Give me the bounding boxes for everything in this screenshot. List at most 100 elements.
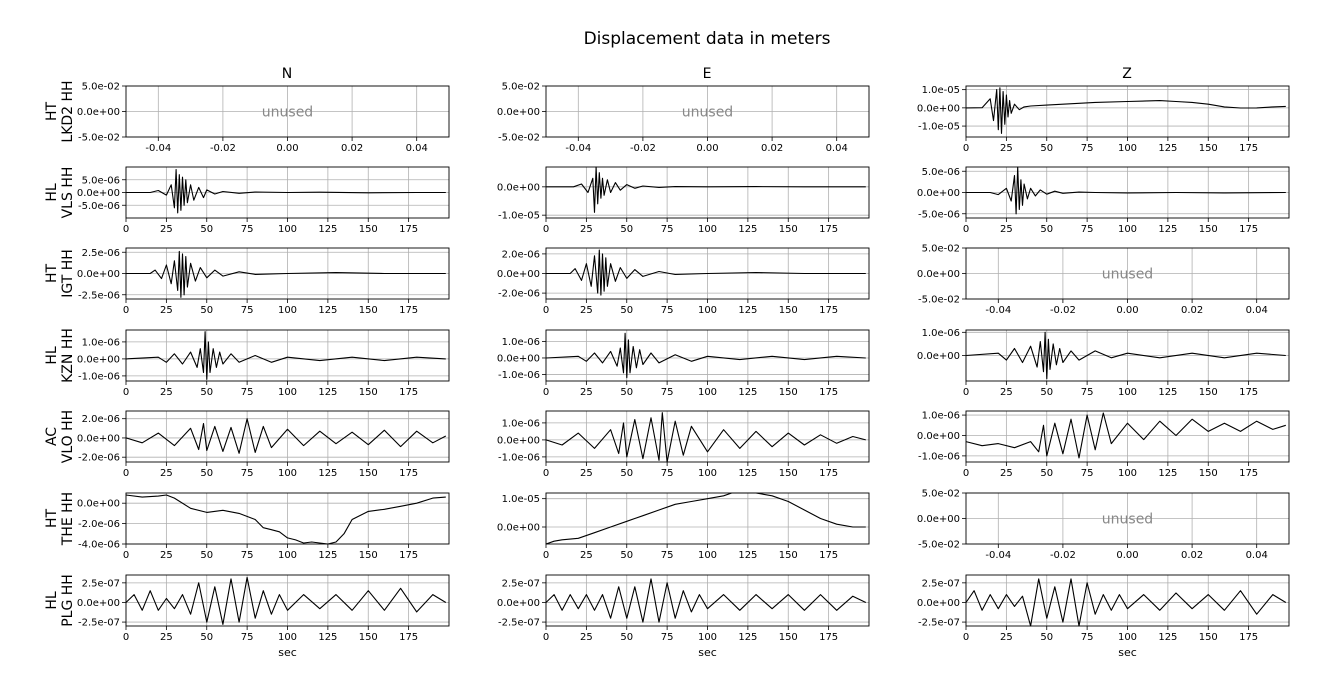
- y-tick-label: 0.0e+00: [77, 107, 120, 118]
- x-tick-label: 100: [1118, 632, 1137, 643]
- y-tick-label: -5.0e-06: [78, 201, 120, 212]
- row-label-station: IGT HH: [60, 249, 76, 298]
- waveform-trace: [965, 87, 1286, 134]
- waveform-trace: [965, 578, 1287, 627]
- y-tick-label: 0.0e+00: [917, 514, 960, 525]
- x-tick-label: 175: [819, 305, 838, 316]
- x-tick-label: 100: [278, 305, 297, 316]
- x-tick-label: 125: [738, 387, 757, 398]
- x-tick-label: 175: [819, 468, 838, 479]
- y-tick-label: 0.0e+00: [917, 598, 960, 609]
- panel-igt-e: 0 25 50 75 100 125 150 175 2.0e-06 0.0e+00 -2.0e-0…: [497, 247, 870, 316]
- y-tick-label: 0.0e+00: [497, 435, 540, 446]
- y-tick-label: 0.0e+00: [497, 269, 540, 280]
- panel-kzn-e: 0 25 50 75 100 125 150 175 1.0e-06 0.0e+00 -1.0e-0…: [497, 329, 870, 398]
- waveform-trace: [545, 492, 866, 545]
- x-tick-label: 175: [1239, 224, 1258, 235]
- x-tick-label: 150: [1199, 468, 1218, 479]
- x-tick-label: 25: [1000, 143, 1013, 154]
- panel-frame: [965, 85, 1290, 138]
- x-tick-label: 75: [661, 224, 674, 235]
- panel-frame: [965, 410, 1290, 463]
- x-tick-label: 125: [738, 632, 757, 643]
- y-tick-label: 1.0e-06: [922, 328, 960, 339]
- row-label-network: HT: [44, 264, 60, 284]
- x-tick-label: 0.00: [276, 143, 298, 154]
- x-tick-label: 50: [200, 305, 213, 316]
- panel-kzn-n: 0 25 50 75 100 125 150 175 1.0e-06 0.0e+00 -1.0e-0…: [77, 329, 450, 398]
- y-tick-label: 2.0e-06: [502, 249, 540, 260]
- x-tick-label: 50: [1040, 468, 1053, 479]
- row-label: HT LKD2 HH: [44, 80, 76, 142]
- x-tick-label: 50: [200, 468, 213, 479]
- x-tick-label: 100: [698, 224, 717, 235]
- x-tick-label: 50: [620, 632, 633, 643]
- panel-frame: [125, 329, 450, 382]
- x-tick-label: 0: [123, 468, 129, 479]
- y-tick-label: 1.0e-05: [922, 85, 960, 96]
- x-tick-label: -0.02: [630, 143, 656, 154]
- column-header-n: N: [282, 66, 292, 82]
- x-tick-label: 50: [1040, 143, 1053, 154]
- panel-frame: [965, 166, 1290, 219]
- panel-vlo-z: 0 25 50 75 100 125 150 175 1.0e-06 0.0e+00 -1.0e-0…: [917, 410, 1290, 479]
- y-tick-label: -2.0e-06: [78, 453, 120, 464]
- x-tick-label: 175: [1239, 632, 1258, 643]
- y-tick-label: 5.0e-02: [922, 489, 960, 500]
- row-label: AC VLO HH: [44, 410, 76, 463]
- waveform-trace: [125, 331, 446, 380]
- x-tick-label: 100: [698, 387, 717, 398]
- y-tick-label: 2.0e-06: [82, 414, 120, 425]
- x-tick-label: 125: [1158, 143, 1177, 154]
- panel-frame: [965, 574, 1290, 627]
- y-tick-label: -1.0e-06: [78, 371, 120, 382]
- x-tick-label: 100: [698, 468, 717, 479]
- y-tick-label: 2.5e-07: [502, 578, 540, 589]
- x-tick-label: 0: [963, 143, 969, 154]
- x-tick-label: 100: [698, 550, 717, 561]
- panel-igt-z: -0.04 -0.02 0.00 0.02 0.04 5.0e-02 0.0e+00 -5.0…: [917, 244, 1290, 316]
- x-tick-label: 0: [543, 224, 549, 235]
- x-tick-label: 75: [661, 468, 674, 479]
- x-tick-label: 50: [200, 387, 213, 398]
- y-tick-label: 2.5e-07: [922, 578, 960, 589]
- waveform-trace: [966, 166, 1286, 215]
- x-tick-label: 100: [278, 550, 297, 561]
- waveform-trace: [965, 331, 1286, 380]
- row-label-station: THE HH: [60, 492, 76, 546]
- waveform-trace: [125, 494, 446, 545]
- x-tick-label: 25: [580, 305, 593, 316]
- unused-label: unused: [1102, 267, 1153, 283]
- x-tick-label: 150: [1199, 143, 1218, 154]
- x-tick-label: 125: [738, 305, 757, 316]
- y-tick-label: 0.0e+00: [917, 269, 960, 280]
- y-tick-label: 1.0e-06: [82, 337, 120, 348]
- y-tick-label: 0.0e+00: [77, 269, 120, 280]
- x-tick-label: 0.02: [1181, 305, 1203, 316]
- y-tick-label: 5.0e-02: [502, 82, 540, 93]
- x-tick-label: 0: [123, 632, 129, 643]
- x-tick-label: 0.04: [826, 143, 848, 154]
- x-tick-label: 175: [1239, 468, 1258, 479]
- panel-lkd2-n: -0.04 -0.02 0.00 0.02 0.04 5.0e-02 0.0e+00 -5.0…: [77, 82, 450, 154]
- waveform-trace: [545, 332, 866, 379]
- row-label-station: VLO HH: [60, 410, 76, 463]
- row-label: HT THE HH: [44, 492, 76, 546]
- y-tick-label: 5.0e-02: [82, 82, 120, 93]
- row-label-network: AC: [44, 427, 60, 446]
- x-tick-label: 100: [278, 468, 297, 479]
- x-tick-label: 150: [779, 468, 798, 479]
- y-tick-label: -5.0e-02: [918, 540, 960, 551]
- x-tick-label: -0.04: [985, 305, 1011, 316]
- y-tick-label: 1.0e-06: [922, 411, 960, 422]
- y-tick-label: 5.0e-02: [922, 244, 960, 255]
- x-tick-label: 150: [359, 468, 378, 479]
- x-tick-label: 0: [123, 224, 129, 235]
- x-tick-label: 0.00: [1116, 305, 1138, 316]
- x-tick-label: 25: [160, 632, 173, 643]
- x-axis-label: sec: [1118, 646, 1137, 659]
- x-tick-label: 0: [123, 550, 129, 561]
- x-tick-label: 50: [620, 224, 633, 235]
- x-tick-label: 0: [963, 468, 969, 479]
